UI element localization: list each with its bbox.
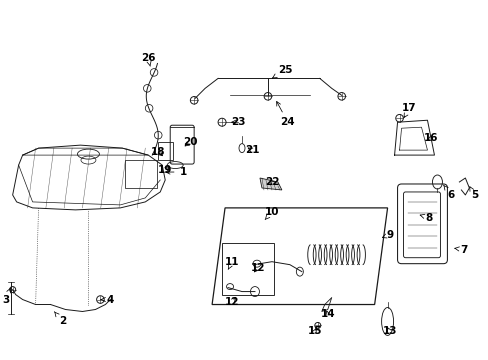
Text: 24: 24 — [276, 102, 295, 127]
Text: 8: 8 — [419, 213, 432, 223]
Text: 16: 16 — [424, 133, 438, 143]
Text: 17: 17 — [402, 103, 416, 117]
Text: 25: 25 — [272, 66, 291, 78]
Text: 20: 20 — [183, 137, 197, 147]
Bar — [222, 243, 273, 294]
Text: 23: 23 — [230, 117, 245, 127]
Text: 3: 3 — [2, 288, 11, 305]
Text: 12: 12 — [250, 263, 264, 273]
Text: 19: 19 — [158, 165, 172, 175]
Text: 14: 14 — [320, 310, 334, 319]
Text: 1: 1 — [165, 167, 186, 177]
Text: 15: 15 — [307, 327, 322, 336]
Text: 18: 18 — [151, 147, 165, 157]
Text: 6: 6 — [443, 185, 454, 200]
Text: 11: 11 — [224, 257, 239, 270]
Text: 26: 26 — [141, 54, 155, 66]
Bar — [158, 142, 173, 160]
Text: 7: 7 — [454, 245, 467, 255]
Text: 2: 2 — [54, 312, 66, 327]
Text: 9: 9 — [382, 230, 392, 240]
Text: 13: 13 — [382, 327, 396, 336]
Text: 12: 12 — [224, 297, 239, 306]
Text: 10: 10 — [264, 207, 279, 220]
Text: 4: 4 — [101, 294, 114, 305]
Polygon shape — [260, 178, 281, 190]
Text: 5: 5 — [469, 187, 477, 200]
Text: 21: 21 — [244, 145, 259, 155]
Text: 22: 22 — [264, 177, 279, 187]
